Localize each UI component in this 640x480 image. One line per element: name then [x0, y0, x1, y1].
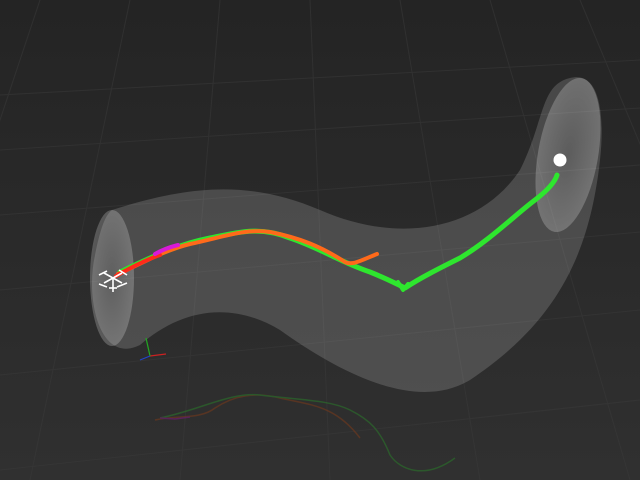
quadrotor-icon[interactable]	[98, 269, 128, 292]
tube-exit-cap	[535, 78, 601, 232]
axes-gizmo-icon	[139, 337, 167, 361]
trajectory-green-kink	[396, 280, 410, 292]
trajectory-orange	[116, 229, 379, 276]
goal-marker-icon[interactable]	[553, 153, 567, 167]
trajectory-magenta	[153, 243, 180, 256]
trajectory-shadow	[154, 393, 456, 472]
